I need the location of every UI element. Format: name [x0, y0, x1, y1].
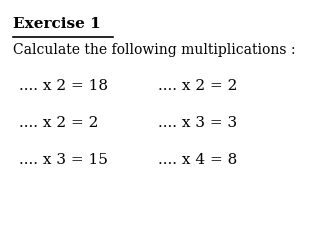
Text: .... x 3 = 3: .... x 3 = 3 [158, 115, 237, 129]
Text: .... x 4 = 8: .... x 4 = 8 [158, 152, 237, 166]
Text: .... x 2 = 2: .... x 2 = 2 [19, 115, 98, 129]
Text: Exercise 1: Exercise 1 [13, 17, 101, 31]
Text: .... x 2 = 18: .... x 2 = 18 [19, 79, 108, 93]
Text: .... x 2 = 2: .... x 2 = 2 [158, 79, 238, 93]
Text: .... x 3 = 15: .... x 3 = 15 [19, 152, 108, 166]
Text: Calculate the following multiplications :: Calculate the following multiplications … [13, 43, 295, 56]
